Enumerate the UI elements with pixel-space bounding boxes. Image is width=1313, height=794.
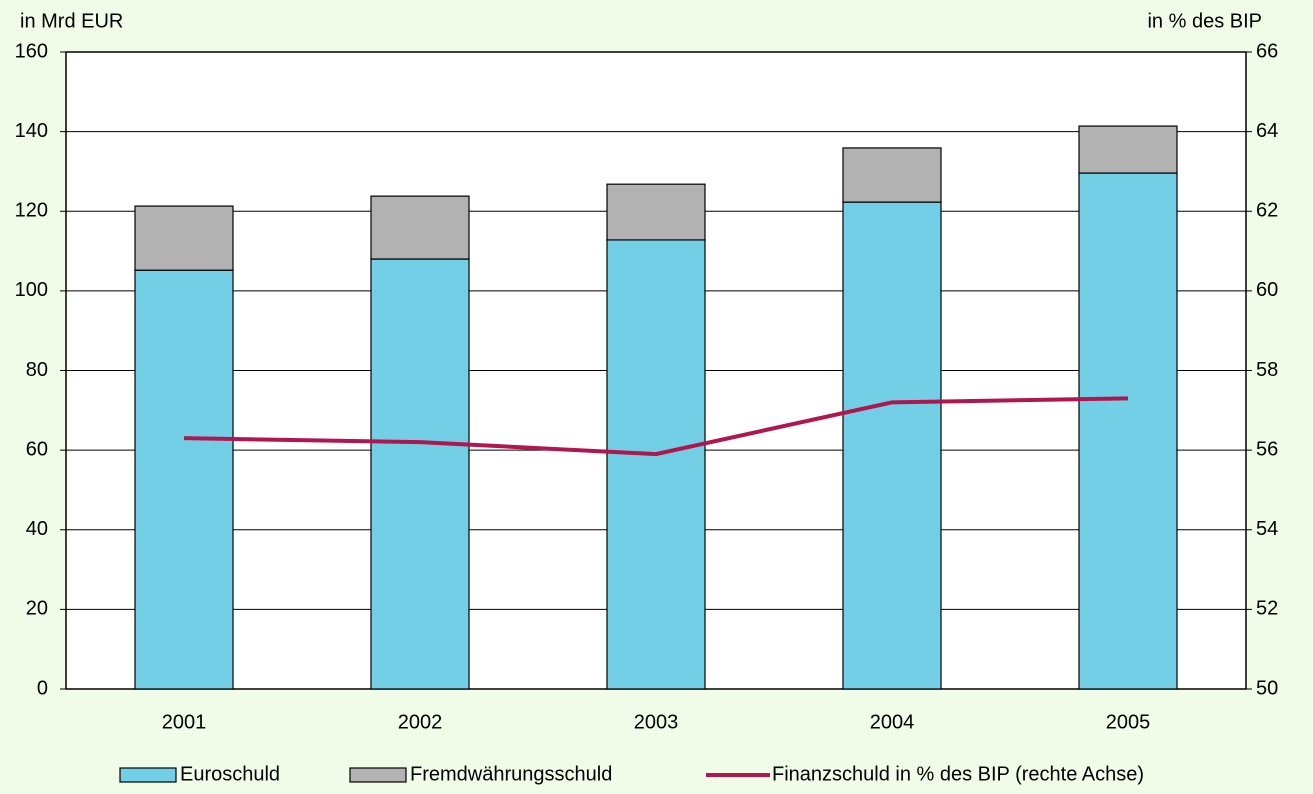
y-tick-label: 140 [15,120,48,142]
y-axis-title: in Mrd EUR [20,10,123,32]
y-tick-label: 40 [26,518,48,540]
y-tick-label: 20 [26,598,48,620]
y2-tick-label: 54 [1256,518,1278,540]
bar-segment [1078,125,1178,174]
bar-segment [370,258,470,690]
bar-segment [842,147,942,203]
bar-segment [134,269,234,690]
y2-tick-label: 60 [1256,279,1278,301]
y2-tick-label: 50 [1256,677,1278,699]
y-tick-label: 100 [15,279,48,301]
bar-segment [606,239,706,690]
legend-label: Fremdwährungsschuld [410,763,612,785]
line-series [183,396,1129,457]
legend-label: Euroschuld [180,763,280,785]
y-tick-label: 60 [26,438,48,460]
bar-segment [1078,172,1178,690]
x-tick-label: 2004 [870,711,915,733]
y2-tick-label: 64 [1256,120,1278,142]
bar-segment [134,205,234,271]
y2-tick-label: 52 [1256,598,1278,620]
bar-segment [842,201,942,690]
x-tick-label: 2003 [634,711,679,733]
y2-tick-label: 62 [1256,200,1278,222]
bar-segment [606,183,706,241]
y2-tick-label: 58 [1256,359,1278,381]
x-tick-label: 2001 [162,711,207,733]
y-tick-label: 0 [37,677,48,699]
y-tick-label: 120 [15,200,48,222]
legend-swatch [119,767,177,783]
y2-axis-title: in % des BIP [1147,10,1262,32]
bar-segment [370,195,470,260]
legend-swatch [349,767,407,783]
legend-label: Finanzschuld in % des BIP (rechte Achse) [772,763,1144,785]
x-tick-label: 2005 [1106,711,1151,733]
y2-tick-label: 56 [1256,438,1278,460]
y-tick-label: 160 [15,40,48,62]
y-tick-label: 80 [26,359,48,381]
x-tick-label: 2002 [398,711,443,733]
y2-tick-label: 66 [1256,40,1278,62]
